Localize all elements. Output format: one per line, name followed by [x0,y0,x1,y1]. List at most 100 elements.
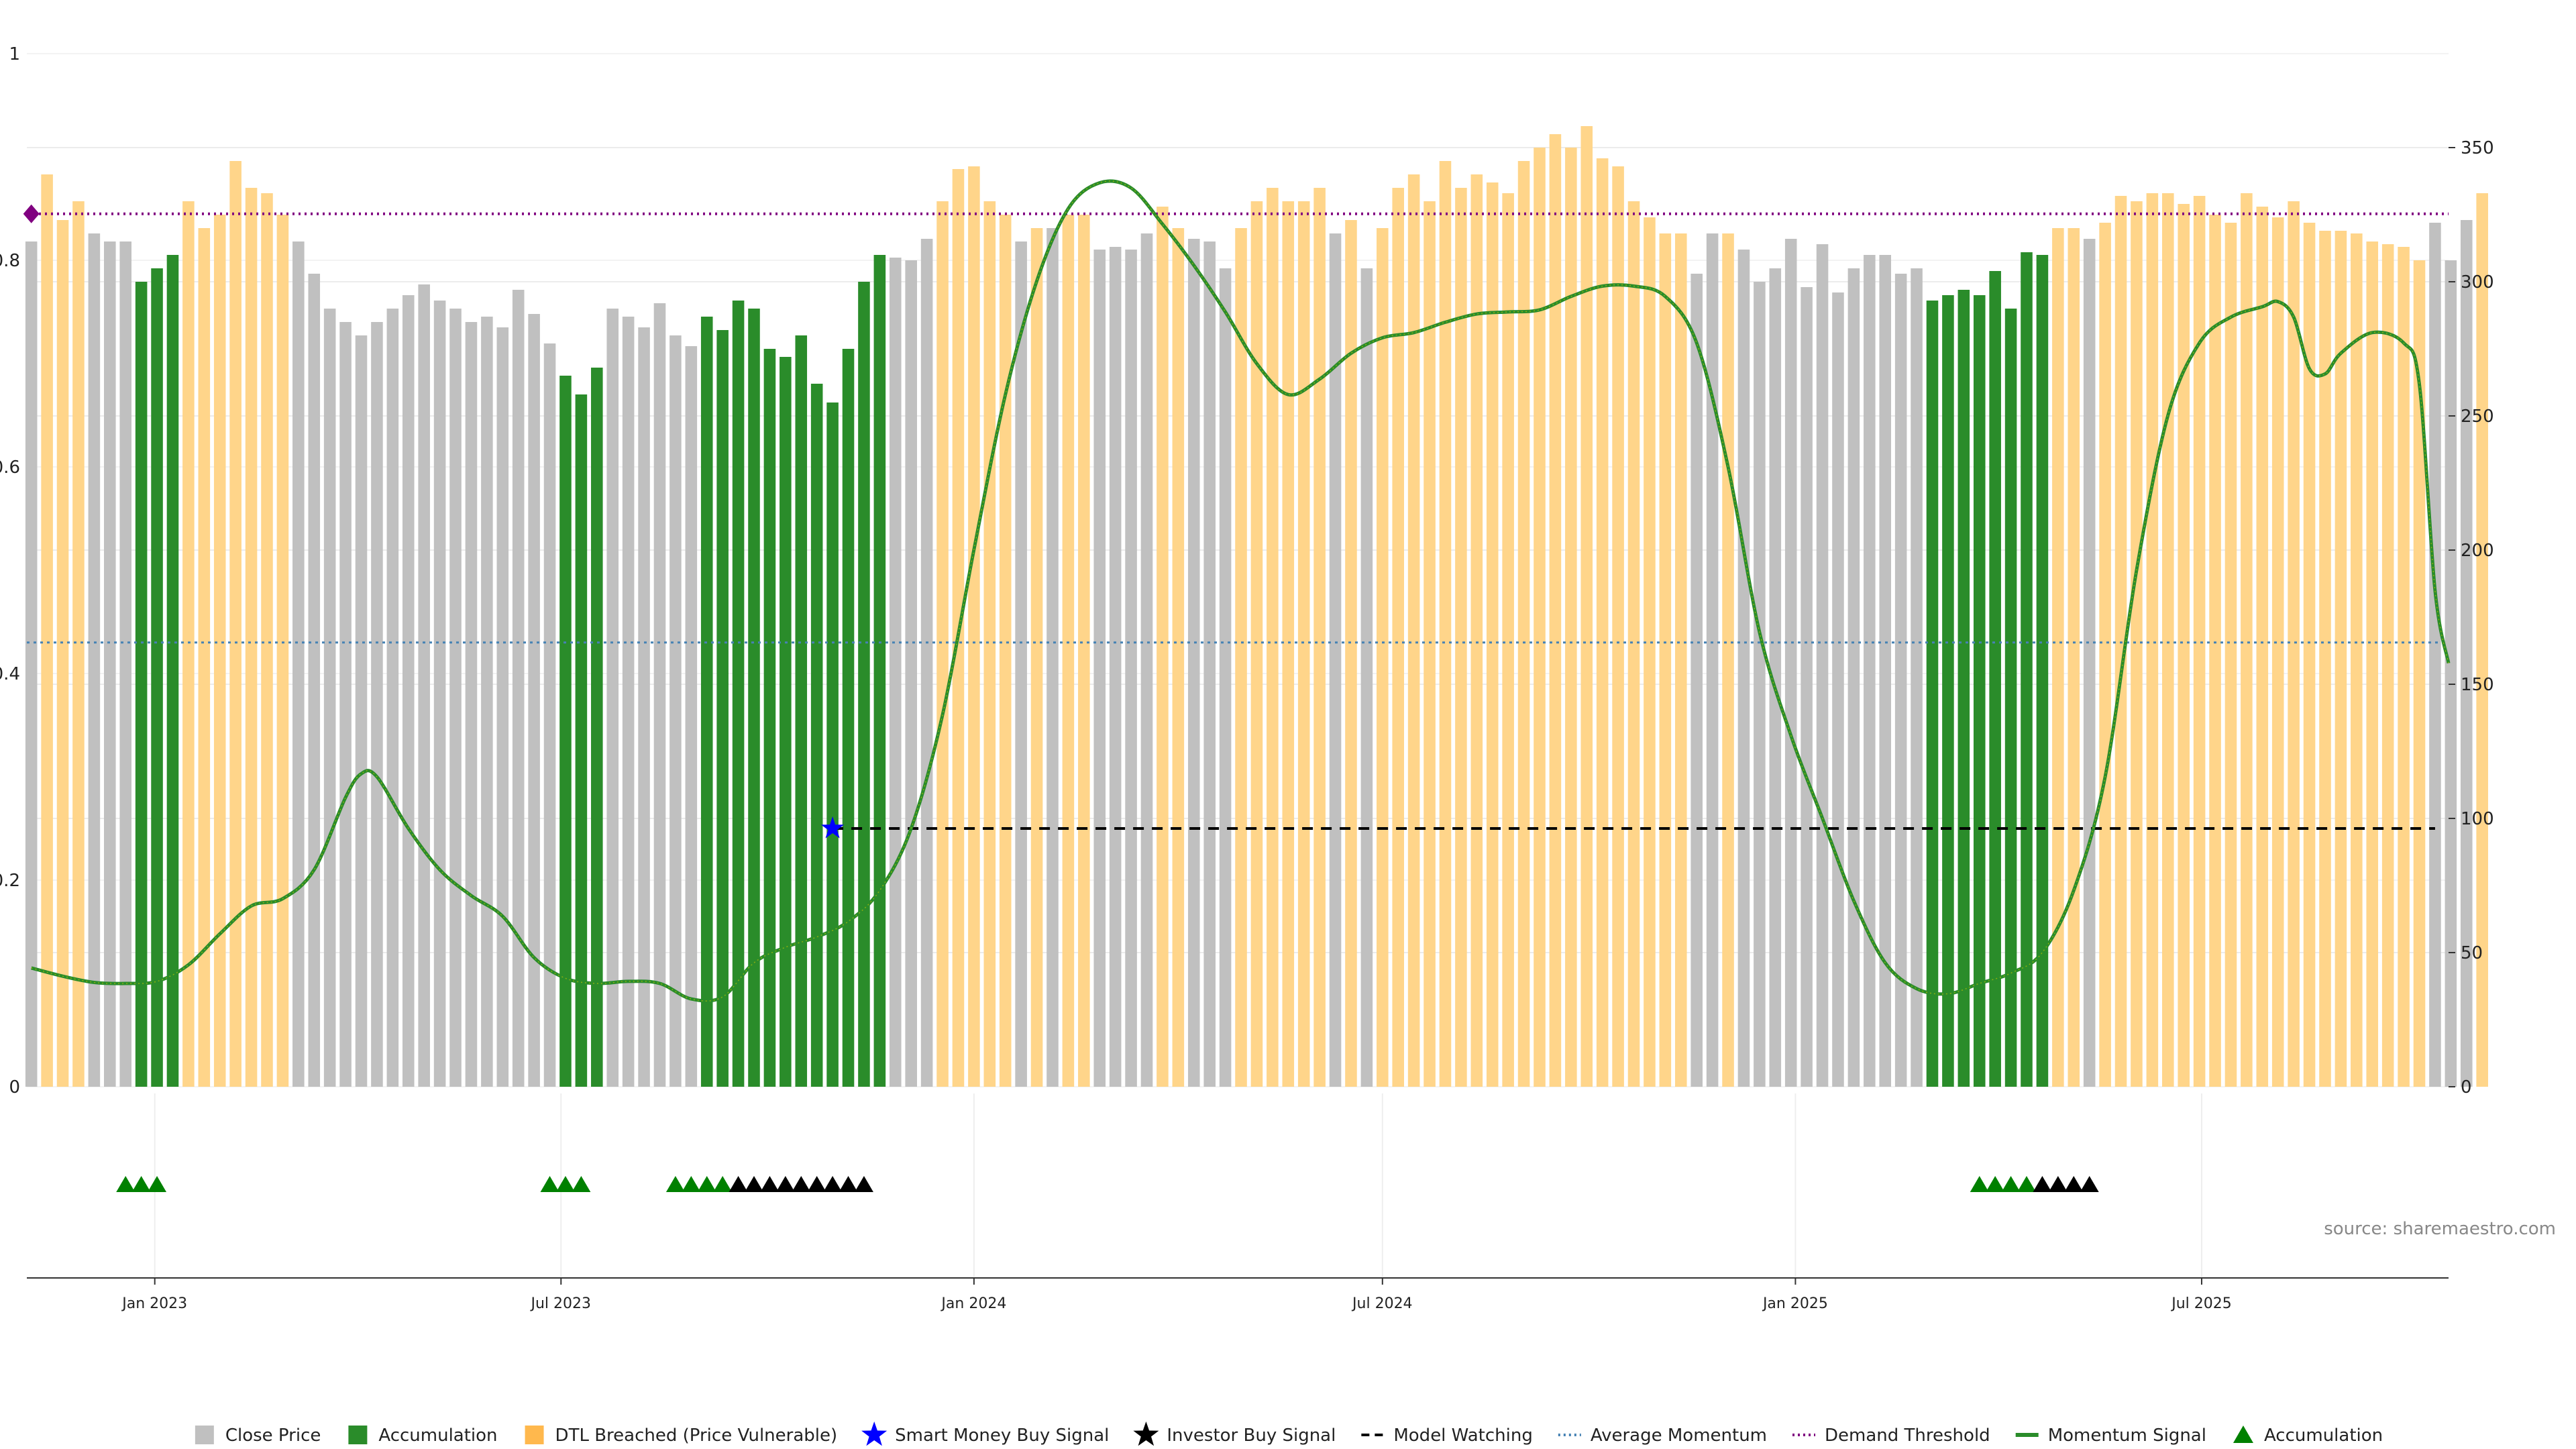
price-bar-dtl [1407,174,1420,1087]
y-left-tick-label: 0 [9,1077,20,1097]
legend-star-icon [861,1421,888,1446]
legend-label: Demand Threshold [1825,1426,1990,1446]
price-bar-close [465,322,478,1087]
price-bar-dtl [1549,134,1562,1087]
price-bar-close [386,309,399,1087]
price-bar-dtl [1659,233,1672,1087]
price-bar-dtl [1267,188,1279,1087]
legend-label: Momentum Signal [2048,1426,2206,1446]
legend-star-icon [1133,1421,1159,1446]
price-bar-accumulation [2004,309,2017,1087]
price-bar-dtl [1534,148,1546,1087]
legend-triangle-icon [2233,1426,2253,1443]
x-tick-label: Jan 2025 [1762,1295,1828,1312]
accumulation-triangle [713,1176,733,1192]
price-bar-dtl [2476,193,2488,1087]
x-tick-label: Jan 2024 [940,1295,1006,1312]
accumulation-triangle [540,1176,559,1192]
price-bar-close [653,303,666,1087]
price-bar-dtl [983,201,996,1087]
price-bar-dtl [213,215,226,1087]
legend-label: Accumulation [378,1426,497,1446]
y-left-tick-label: 0.2 [0,871,20,891]
price-bar-dtl [2178,204,2190,1087]
price-bar-dtl [2319,231,2331,1087]
price-bar-dtl [1078,215,1090,1087]
momentum-signal-highlight [31,180,2449,1002]
price-bar-dtl [276,215,289,1087]
y-right-tick-label: 100 [2461,809,2494,829]
investor-buy-triangle [2033,1176,2052,1192]
price-bar-close [1219,268,1232,1087]
x-tick-label: Jul 2024 [1351,1295,1413,1312]
price-bars [25,126,2488,1087]
price-bar-accumulation [2021,252,2033,1087]
price-bar-close [308,274,321,1087]
price-bar-close [528,314,540,1087]
price-bar-accumulation [151,268,163,1087]
price-bar-close [1329,233,1342,1087]
price-bar-close [119,241,131,1087]
legend-label: Close Price [225,1426,321,1446]
price-bar-dtl [2241,193,2253,1087]
legend-item: Average Momentum [1558,1426,1767,1446]
price-bar-dtl [2099,223,2111,1087]
axes: Jan 2023 Jul 2023 Jan 2024 Jul 2024 Jan 2025… [0,44,2494,1312]
accumulation-triangle [116,1176,136,1192]
investor-buy-triangle [2064,1176,2084,1192]
legend-label: DTL Breached (Price Vulnerable) [555,1426,838,1446]
x-tick-label: Jan 2023 [121,1295,187,1312]
price-bar-close [1832,292,1844,1087]
investor-buy-triangle [839,1176,858,1192]
investor-buy-triangle [2080,1176,2099,1192]
price-bar-accumulation [810,384,823,1087]
price-bar-close [543,343,556,1087]
price-bar-dtl [182,201,195,1087]
price-bar-close [496,327,509,1087]
y-right-tick-label: 250 [2461,407,2494,427]
accumulation-triangle [2001,1176,2021,1192]
y-right-tick-label: 300 [2461,272,2494,292]
price-bar-close [1706,233,1719,1087]
price-bar-close [1187,239,1200,1087]
signal-markers [23,204,845,839]
price-bar-dtl [1424,201,1436,1087]
price-bar-accumulation [748,309,760,1087]
momentum-signal [31,179,2451,1003]
price-bar-accumulation [842,349,855,1087]
legend-item: DTL Breached (Price Vulnerable) [525,1426,838,1446]
price-bar-dtl [245,188,258,1087]
price-bar-close [1046,228,1059,1087]
price-bar-close [88,233,101,1087]
price-bar-close [889,258,902,1087]
price-bar-accumulation [732,301,745,1087]
price-bar-dtl [2398,247,2410,1087]
price-bar-accumulation [1926,301,1939,1087]
legend-item: Accumulation [2233,1426,2383,1446]
price-bar-close [1847,268,1860,1087]
accumulation-triangle [697,1176,716,1192]
accumulation-panel [116,1176,2099,1192]
legend-swatch [348,1426,368,1444]
price-bar-dtl [2131,201,2143,1087]
price-bar-dtl [2193,196,2206,1087]
accumulation-triangle [665,1176,685,1192]
price-bar-dtl [1455,188,1467,1087]
accumulation-triangle [2017,1176,2037,1192]
price-bar-dtl [1565,148,1577,1087]
accumulation-triangle [682,1176,701,1192]
investor-buy-triangle [760,1176,780,1192]
smart-money-buy-star [821,816,845,839]
y-right-tick-label: 150 [2461,675,2494,695]
price-bar-dtl [1297,201,1310,1087]
price-bar-close [1015,241,1027,1087]
y-right-tick-label: 200 [2461,541,2494,561]
price-bar-accumulation [716,330,729,1087]
legend-item: Model Watching [1361,1426,1533,1446]
price-bar-close [292,241,305,1087]
price-bar-dtl [2271,217,2284,1087]
price-bar-close [323,309,336,1087]
price-bar-accumulation [166,255,179,1087]
price-bar-dtl [2303,223,2316,1087]
